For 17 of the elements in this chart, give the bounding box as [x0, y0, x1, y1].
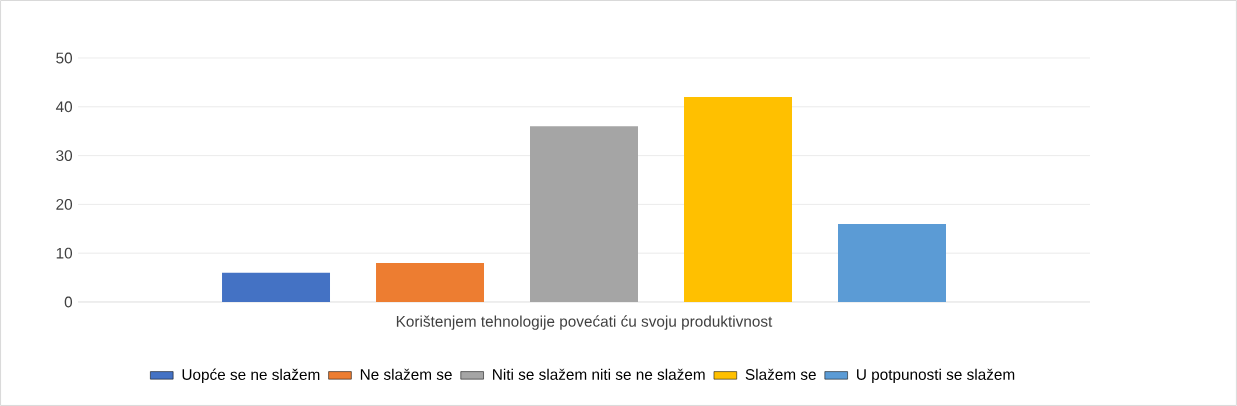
y-tick-label: 40 [55, 101, 73, 113]
bar [530, 126, 639, 302]
legend-label: Niti se slažem niti se ne slažem [493, 368, 705, 380]
y-tick-label: 20 [56, 198, 73, 210]
y-tick-label: 0 [64, 296, 73, 308]
bar [222, 272, 331, 302]
y-tick-label: 50 [56, 52, 73, 64]
y-tick-label: 10 [56, 247, 73, 259]
y-tick-label: 30 [56, 150, 73, 162]
legend-label: Ne slažem se [360, 368, 452, 380]
legend-label: U potpunosti se slažem [857, 368, 1015, 383]
x-tick-label: Korištenjem tehnologije povećati ću svoju produktivnost [396, 315, 773, 330]
bar [684, 97, 793, 302]
bar [838, 223, 947, 302]
bar [376, 262, 485, 302]
legend-label: Uopće se ne slažem [182, 368, 320, 384]
legend-label: Slažem se [745, 368, 816, 380]
